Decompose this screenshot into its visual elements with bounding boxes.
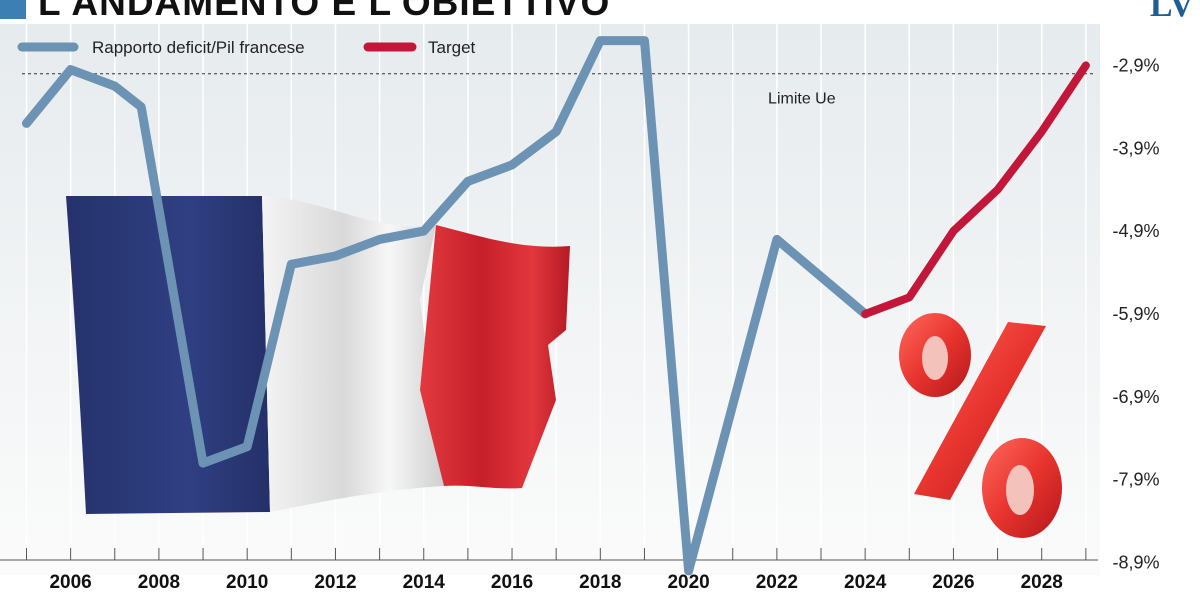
x-tick-label: 2026 [932, 572, 974, 593]
y-tick-labels: -2,9% -3,9% -4,9% -5,9% -6,9% -7,9% -8,9% [1112, 55, 1159, 572]
y-tick-label: -8,9% [1112, 553, 1159, 573]
french-flag-illustration [66, 196, 570, 514]
percent-upper-hole [922, 336, 948, 380]
eu-limit-annotation: Limite Ue [768, 91, 836, 108]
flag-white-band [262, 196, 444, 512]
flag-blue-band [66, 196, 270, 514]
percent-lower-hole [1006, 465, 1034, 515]
chart-header: L'ANDAMENTO E L'OBIETTIVO LV [0, 0, 1200, 24]
x-tick-labels: 2006 2008 2010 2012 2014 2016 2018 2020 2022 2024… [49, 572, 1062, 593]
series-line-deficit-gdp [22, 36, 870, 576]
percent-sign-illustration [899, 313, 1062, 538]
y-tick-label: -3,9% [1112, 138, 1159, 158]
percent-slash [914, 322, 1046, 500]
x-tick-label: 2028 [1021, 572, 1063, 593]
legend-label-deficit-gdp: Rapporto deficit/Pil francese [92, 38, 305, 57]
publisher-logo: LV [1149, 0, 1194, 24]
y-tick-label: -4,9% [1112, 221, 1159, 241]
legend-label-target: Target [428, 38, 476, 57]
x-tick-label: 2024 [844, 572, 887, 593]
legend: Rapporto deficit/Pil francese Target [17, 38, 476, 57]
header-accent-bar [0, 0, 26, 19]
y-tick-label: -6,9% [1112, 387, 1159, 407]
y-tick-label: -2,9% [1112, 55, 1159, 75]
chart-title: L'ANDAMENTO E L'OBIETTIVO [38, 0, 611, 23]
x-tick-label: 2012 [314, 572, 356, 593]
x-tick-label: 2014 [403, 572, 446, 593]
y-tick-label: -7,9% [1112, 470, 1159, 490]
x-tick-label: 2018 [579, 572, 621, 593]
series-line-target [861, 61, 1090, 318]
x-tick-label: 2010 [226, 572, 268, 593]
flag-red-band [420, 225, 570, 489]
x-tick-label: 2022 [756, 572, 798, 593]
x-tick-label: 2006 [49, 572, 91, 593]
y-tick-label: -5,9% [1112, 304, 1159, 324]
x-tick-label: 2008 [138, 572, 180, 593]
x-tick-label: 2020 [667, 572, 709, 593]
x-tick-label: 2016 [491, 572, 533, 593]
